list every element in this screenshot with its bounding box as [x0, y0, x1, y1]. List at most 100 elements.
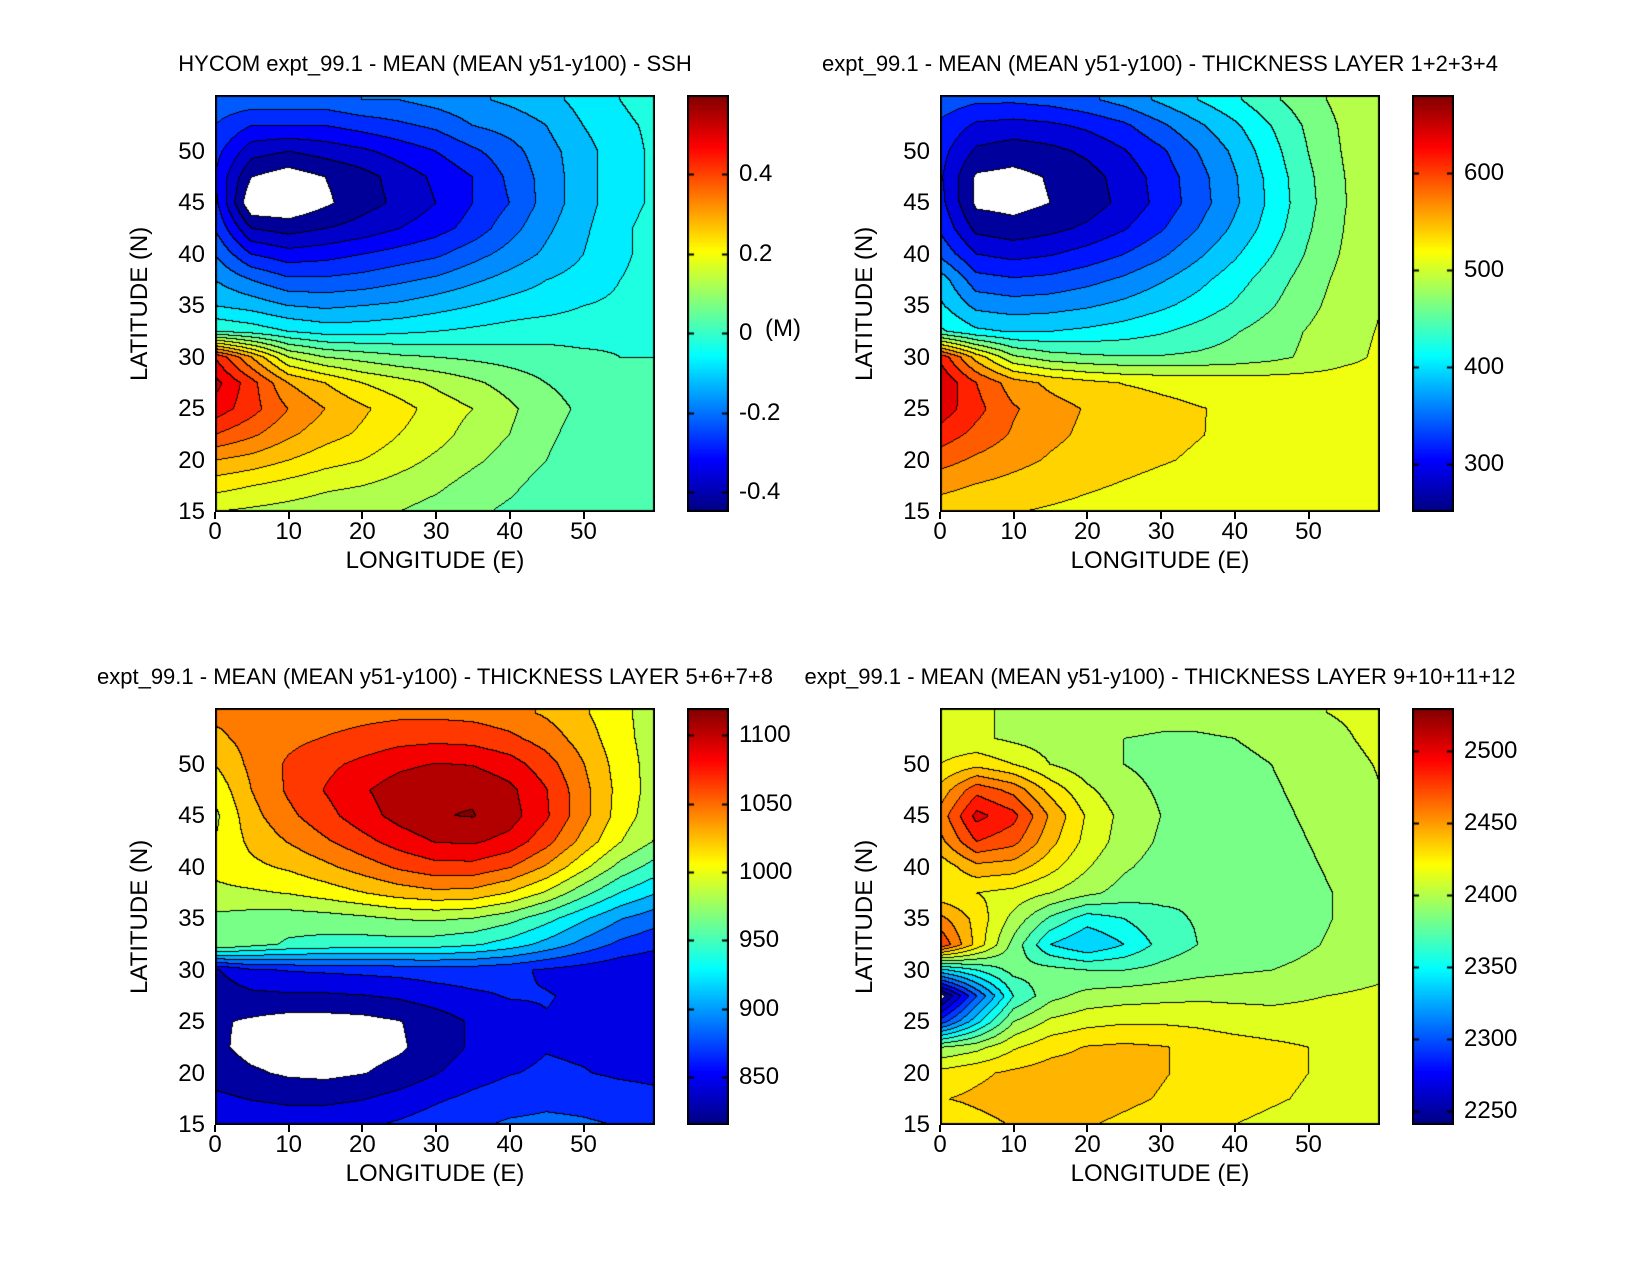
y-tick-label: 15 [903, 1111, 930, 1138]
y-tick-label: 40 [178, 240, 205, 268]
x-tick-mark [1012, 1125, 1015, 1132]
x-tick-mark [1012, 512, 1015, 519]
x-tick-mark [1160, 512, 1163, 519]
x-tick-mark [361, 512, 364, 519]
colorbar-tick-label: 0.4 [739, 160, 773, 188]
x-tick-label: 40 [1221, 1131, 1249, 1158]
colorbar-thickness-5678 [687, 708, 729, 1125]
x-tick-label: 30 [1147, 1131, 1175, 1158]
x-tick-mark [582, 512, 585, 519]
subplot-ssh: HYCOM expt_99.1 - MEAN (MEAN y51-y100) -… [126, 51, 801, 574]
x-tick-mark [435, 1125, 438, 1132]
x-tick-label: 10 [1000, 518, 1028, 545]
y-tick-label: 30 [903, 343, 930, 371]
contour-plot-thickness-9101112 [940, 708, 1380, 1125]
x-tick-label: 20 [349, 518, 376, 545]
x-tick-mark [435, 512, 438, 519]
colorbar-thickness-9101112 [1412, 708, 1454, 1125]
y-tick-label: 50 [903, 750, 930, 778]
x-tick-mark [1233, 512, 1236, 519]
colorbar-tick-label: 2450 [1464, 809, 1518, 837]
x-tick-mark [1160, 1125, 1163, 1132]
colorbar-ssh [687, 95, 729, 512]
x-axis-label: LONGITUDE (E) [345, 547, 525, 574]
x-tick-label: 40 [496, 518, 524, 545]
y-tick-label: 30 [178, 343, 205, 371]
y-tick-label: 45 [178, 189, 205, 217]
colorbar-tick-label: 850 [739, 1063, 780, 1091]
x-tick-mark [508, 1125, 511, 1132]
x-tick-mark [1233, 1125, 1236, 1132]
x-tick-mark [1086, 512, 1089, 519]
y-tick-label: 35 [178, 905, 205, 933]
colorbar-tick-label: 2400 [1464, 880, 1518, 908]
colorbar-tick-label: 1100 [739, 721, 791, 749]
y-tick-label: 45 [903, 802, 930, 830]
x-tick-label: 40 [1221, 518, 1249, 545]
colorbar-tick-label: 2250 [1464, 1096, 1518, 1124]
plot-title: expt_99.1 - MEAN (MEAN y51-y100) - THICK… [804, 664, 1516, 689]
x-tick-label: 0 [208, 518, 222, 545]
plot-title: expt_99.1 - MEAN (MEAN y51-y100) - THICK… [822, 51, 1498, 76]
colorbar-tick-label: 900 [739, 994, 780, 1022]
x-tick-label: 40 [496, 1131, 524, 1158]
contour-plot-thickness-5678 [215, 708, 655, 1125]
x-tick-mark [214, 1125, 216, 1132]
colorbar-tick-label: 1000 [739, 858, 793, 886]
x-axis-label: LONGITUDE (E) [1070, 1160, 1250, 1187]
subplot-thickness-layer-9101112: expt_99.1 - MEAN (MEAN y51-y100) - THICK… [804, 664, 1517, 1187]
colorbar-tick-label: 2500 [1464, 737, 1518, 765]
y-tick-label: 30 [903, 956, 930, 984]
y-tick-label: 25 [903, 1008, 930, 1036]
colorbar-tick-label: 950 [739, 926, 780, 954]
y-tick-label: 25 [178, 395, 205, 423]
x-tick-mark [939, 512, 941, 519]
colorbar-tick-label: -0.4 [739, 478, 781, 506]
colorbar-thickness-1234 [1412, 95, 1454, 512]
x-tick-mark [361, 1125, 364, 1132]
contour-plot-thickness-1234 [940, 95, 1380, 512]
colorbar-tick-label: 300 [1464, 449, 1505, 477]
colorbar-tick-label: 600 [1464, 158, 1505, 186]
subplot-thickness-layer-5678: expt_99.1 - MEAN (MEAN y51-y100) - THICK… [97, 664, 792, 1187]
x-tick-mark [1307, 512, 1310, 519]
x-tick-mark [508, 512, 511, 519]
y-tick-label: 45 [903, 189, 930, 217]
colorbar-tick-label: 400 [1464, 352, 1505, 380]
y-tick-label: 50 [178, 750, 205, 778]
y-tick-label: 50 [178, 137, 205, 165]
x-tick-label: 10 [1000, 1131, 1028, 1158]
y-tick-label: 40 [903, 240, 930, 268]
y-tick-label: 15 [903, 498, 930, 525]
x-tick-mark [214, 512, 216, 519]
plot-title: HYCOM expt_99.1 - MEAN (MEAN y51-y100) -… [178, 51, 692, 76]
x-axis-label: LONGITUDE (E) [345, 1160, 525, 1187]
x-tick-label: 50 [1295, 1131, 1322, 1158]
y-tick-label: 20 [903, 446, 930, 474]
subplot-thickness-layer-1234: expt_99.1 - MEAN (MEAN y51-y100) - THICK… [822, 51, 1504, 574]
x-tick-label: 0 [933, 518, 947, 545]
x-tick-mark [287, 512, 290, 519]
x-tick-mark [1086, 1125, 1089, 1132]
y-tick-label: 35 [903, 292, 930, 320]
x-tick-label: 30 [422, 1131, 450, 1158]
y-tick-label: 15 [178, 498, 205, 525]
x-tick-label: 0 [208, 1131, 222, 1158]
contour-plot-ssh [215, 95, 655, 512]
colorbar-tick-label: 2350 [1464, 952, 1518, 980]
colorbar-tick-label: -0.2 [739, 398, 781, 426]
y-tick-label: 30 [178, 956, 205, 984]
x-tick-label: 0 [933, 1131, 947, 1158]
colorbar-tick-label: 1050 [739, 789, 793, 817]
colorbar-tick-label: 0.2 [739, 239, 773, 267]
x-tick-label: 20 [349, 1131, 376, 1158]
x-tick-mark [582, 1125, 585, 1132]
y-tick-label: 20 [178, 446, 205, 474]
x-tick-label: 50 [570, 518, 597, 545]
y-tick-label: 50 [903, 137, 930, 165]
x-tick-mark [1307, 1125, 1310, 1132]
y-tick-label: 15 [178, 1111, 205, 1138]
x-tick-mark [287, 1125, 290, 1132]
y-tick-label: 35 [903, 905, 930, 933]
